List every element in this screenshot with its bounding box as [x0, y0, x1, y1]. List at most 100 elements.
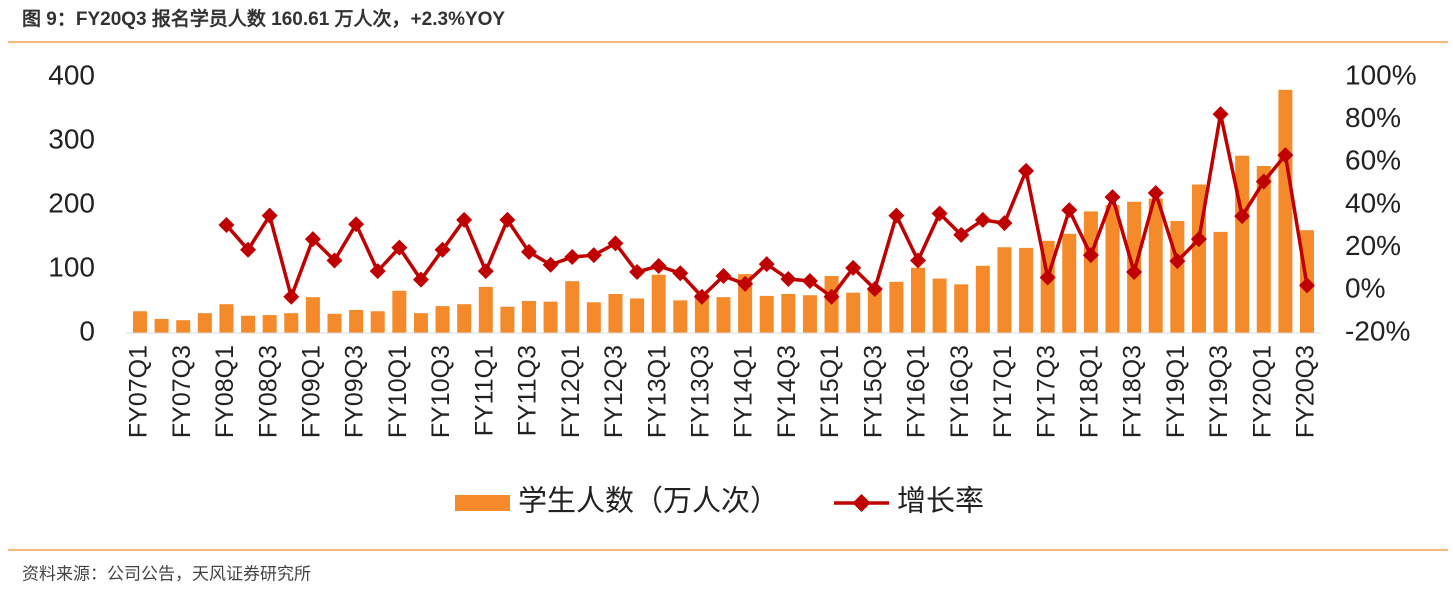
x-tick-label: FY19Q1 [1162, 345, 1190, 438]
x-tick-label: FY17Q3 [1032, 345, 1060, 438]
x-tick-label: FY13Q3 [686, 345, 714, 438]
legend-label: 增长率 [897, 485, 984, 518]
bar [759, 295, 774, 333]
line-marker [391, 239, 408, 256]
line-marker [866, 281, 883, 298]
line-marker [585, 247, 602, 264]
line-marker [326, 252, 343, 269]
line-marker [801, 272, 818, 289]
bar [673, 300, 688, 333]
bar [1235, 155, 1250, 333]
chart-title: 图 9：FY20Q3 报名学员人数 160.61 万人次，+2.3%YOY [22, 7, 505, 30]
x-tick-label: FY09Q1 [297, 345, 325, 438]
line-marker [953, 226, 970, 243]
line-marker [477, 263, 494, 280]
source-note: 资料来源：公司公告，天风证券研究所 [22, 564, 311, 583]
x-tick-label: FY10Q1 [384, 345, 412, 438]
line-marker [456, 211, 473, 228]
bar [802, 295, 817, 333]
y2-tick-label: 40% [1345, 187, 1401, 218]
line-marker [1299, 277, 1315, 294]
bar [1213, 231, 1228, 333]
bar [241, 315, 256, 333]
x-tick-label: FY20Q1 [1248, 345, 1276, 438]
line-marker [737, 275, 754, 292]
x-tick-label: FY13Q1 [643, 345, 671, 438]
line-marker [845, 259, 862, 276]
bar [608, 293, 623, 333]
bar [1256, 165, 1271, 333]
bar [133, 311, 147, 333]
line-marker [542, 256, 559, 273]
bar [154, 318, 169, 333]
bar [630, 298, 645, 333]
x-tick-label: FY14Q3 [773, 345, 801, 438]
line-marker [650, 258, 667, 275]
bar [197, 313, 212, 333]
bar [565, 281, 580, 333]
x-tick-label: FY11Q1 [470, 345, 498, 436]
line-marker [1147, 185, 1164, 202]
line-marker [1212, 106, 1229, 123]
y-tick-label: 100 [48, 251, 95, 282]
x-tick-label: FY16Q1 [903, 345, 931, 438]
y2-tick-label: 0% [1345, 273, 1385, 304]
line-marker [910, 252, 926, 269]
bar [975, 265, 990, 333]
y-tick-label: 300 [48, 123, 95, 154]
bar [413, 313, 428, 333]
line-marker [758, 256, 775, 273]
line-marker [693, 288, 710, 305]
line-marker [240, 241, 257, 258]
line-marker [1234, 208, 1251, 225]
line-marker [369, 263, 386, 280]
bar [1170, 221, 1185, 333]
bar [1148, 198, 1163, 333]
bar [651, 274, 666, 333]
x-tick-label: FY18Q1 [1075, 345, 1103, 438]
bar [1083, 211, 1098, 333]
bar [176, 320, 191, 333]
bar [716, 297, 731, 333]
line-marker [1169, 253, 1186, 270]
y2-tick-label: 80% [1345, 102, 1401, 133]
bar [911, 267, 925, 333]
x-tick-label: FY08Q3 [254, 345, 282, 438]
bar [586, 302, 601, 333]
bar [349, 309, 364, 333]
bar [219, 304, 234, 333]
line-marker [1104, 189, 1121, 206]
bar [478, 286, 493, 333]
line-marker [974, 211, 991, 228]
line-marker [823, 288, 840, 305]
line-marker [304, 231, 321, 248]
x-tick-label: FY19Q3 [1205, 345, 1233, 438]
x-tick-label: FY10Q3 [427, 345, 455, 438]
bar [1105, 205, 1120, 333]
y-tick-label: 400 [48, 59, 95, 90]
bar [997, 247, 1012, 333]
x-tick-label: FY07Q3 [168, 345, 196, 438]
line-marker [499, 211, 516, 228]
x-tick-label: FY11Q3 [514, 345, 542, 436]
line-marker [1277, 147, 1294, 164]
bar [435, 306, 450, 333]
legend-marker [852, 494, 871, 512]
line-marker [348, 216, 365, 233]
bar [1062, 233, 1077, 333]
bar [457, 304, 472, 333]
x-tick-label: FY08Q1 [211, 345, 239, 438]
line-marker [996, 215, 1013, 232]
bar [1019, 247, 1034, 333]
x-tick-label: FY14Q1 [730, 345, 758, 438]
x-tick-label: FY12Q1 [557, 345, 585, 438]
bar [305, 297, 320, 333]
line-marker [607, 235, 624, 252]
bar [889, 281, 904, 333]
x-tick-label: FY18Q3 [1119, 345, 1147, 438]
x-tick-label: FY09Q3 [341, 345, 369, 438]
line-marker [780, 271, 797, 288]
bar [932, 278, 947, 333]
x-tick-label: FY15Q3 [859, 345, 887, 438]
